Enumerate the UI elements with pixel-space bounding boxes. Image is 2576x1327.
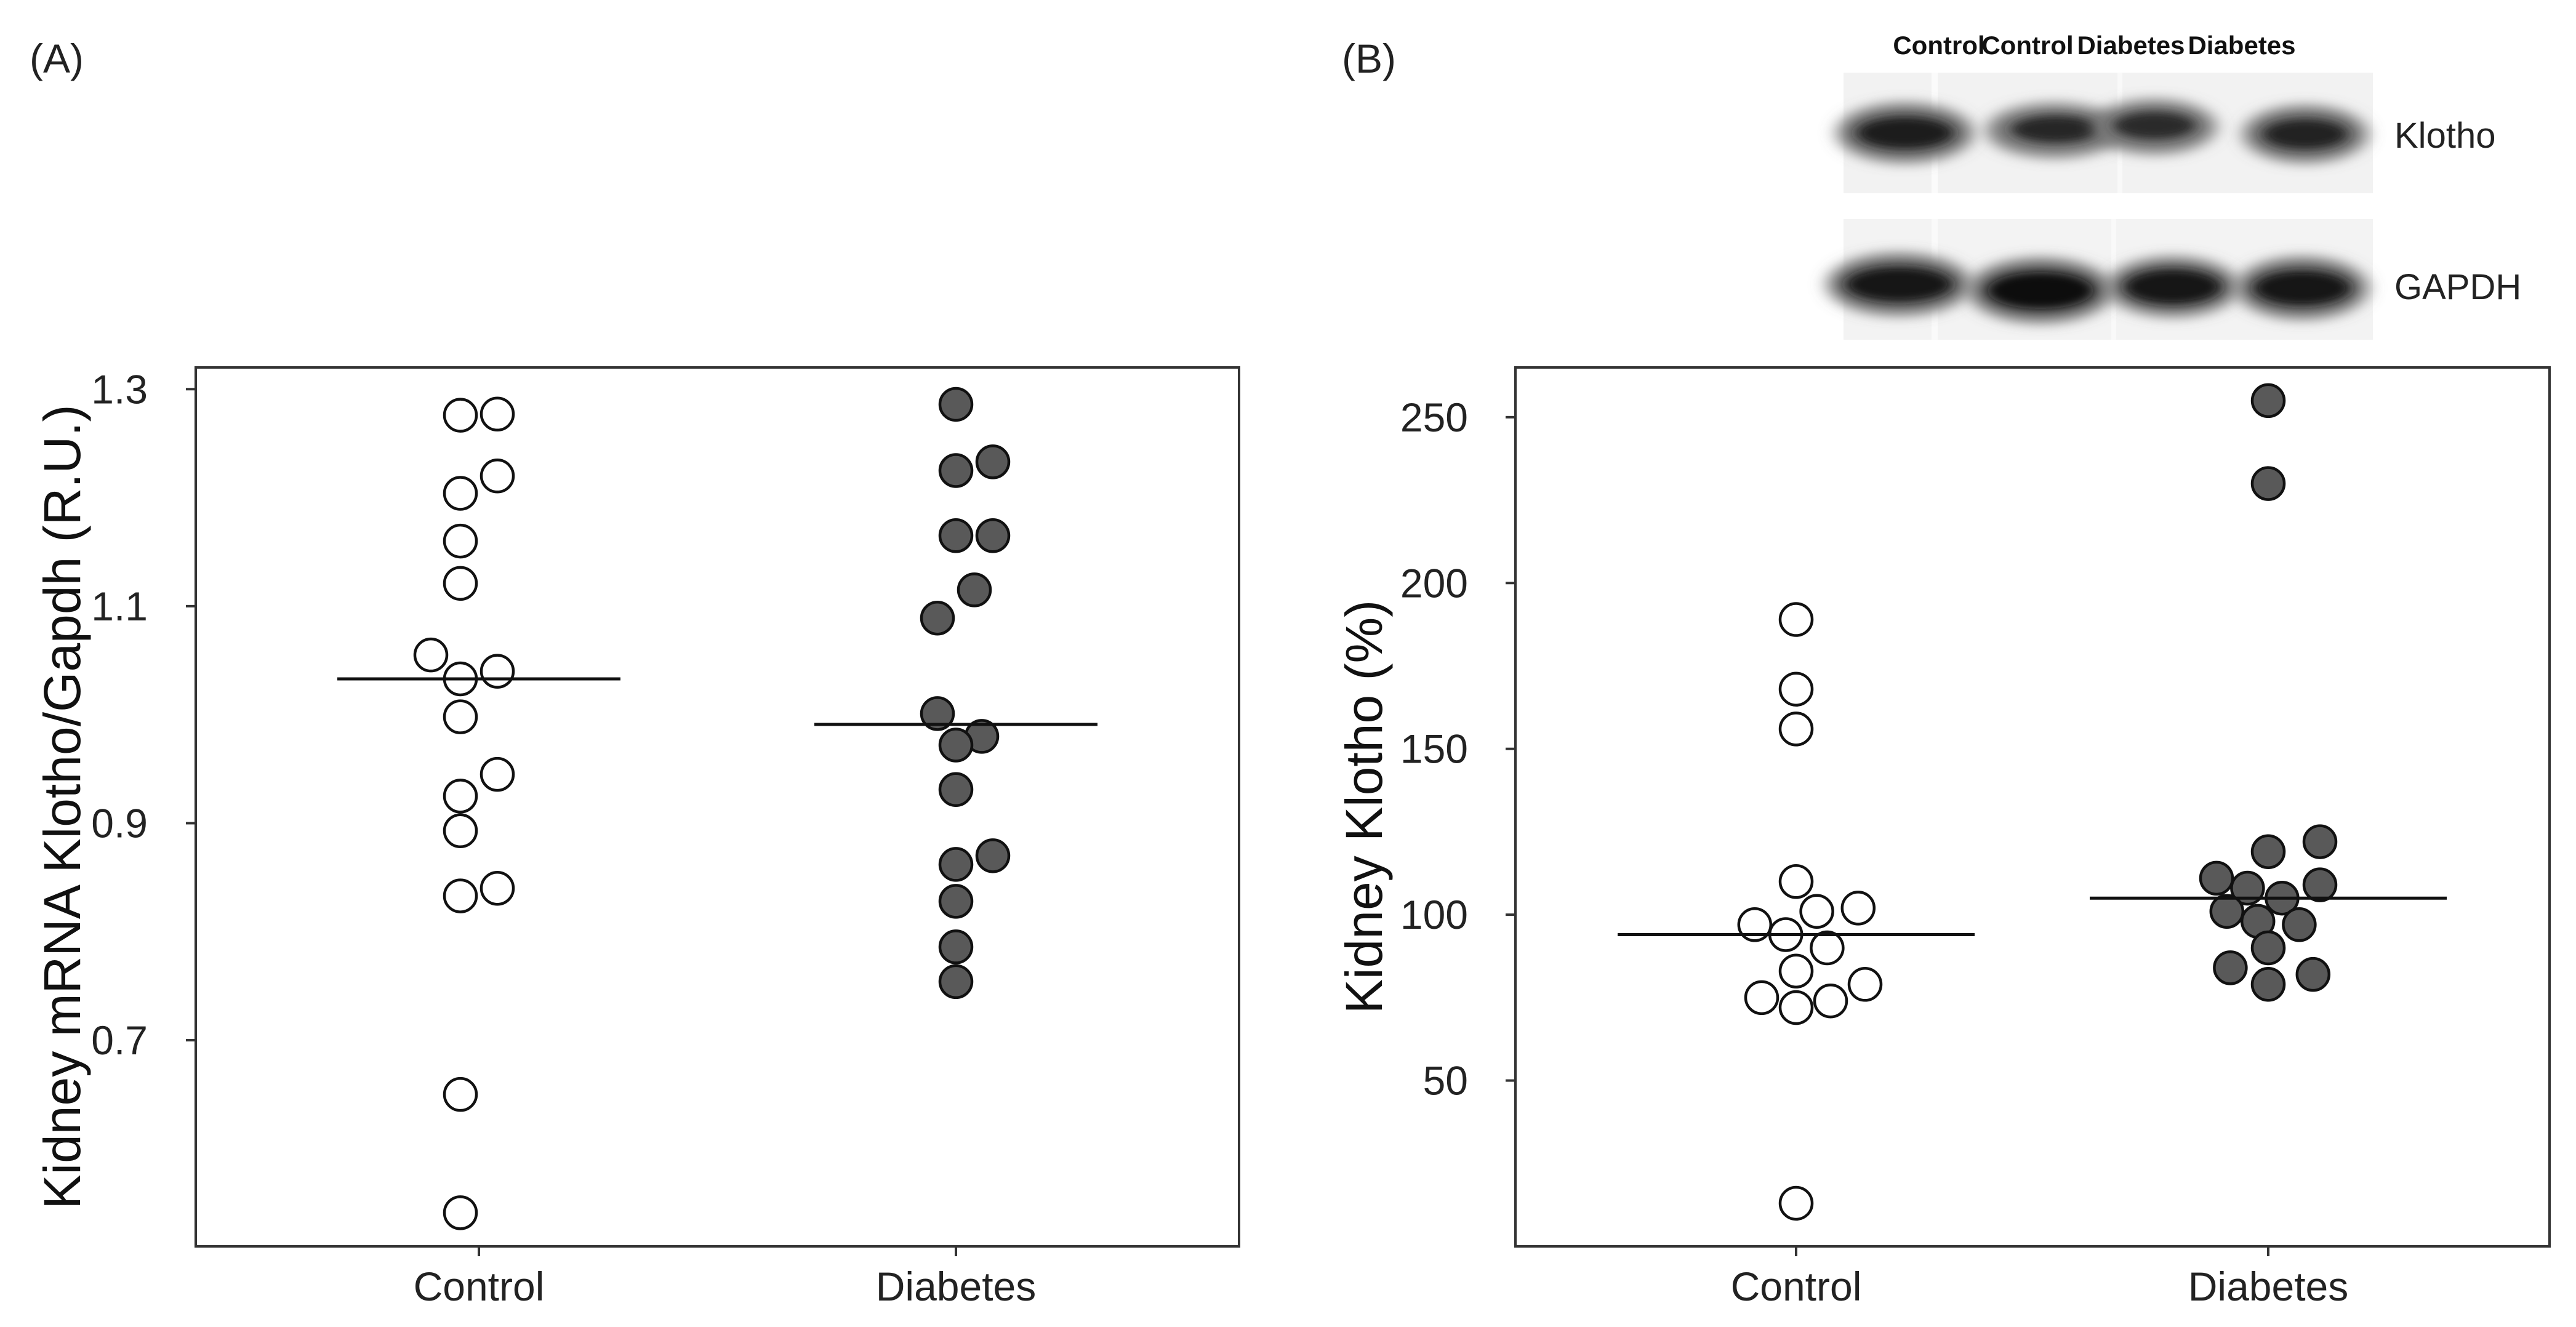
control-data-point xyxy=(1778,602,1814,637)
control-data-point xyxy=(1778,953,1814,988)
control-data-point xyxy=(443,476,478,511)
y-axis-label: Kidney mRNA Klotho/Gapdh (R.U.) xyxy=(33,404,91,1209)
control-data-point xyxy=(1813,983,1848,1019)
y-tick-label: 1.1 xyxy=(91,583,148,629)
control-data-point xyxy=(1840,891,1876,926)
diabetes-data-point xyxy=(2230,870,2265,906)
blot-strip-gapdh xyxy=(1828,219,2373,340)
y-tick-label: 0.7 xyxy=(91,1017,148,1063)
y-axis-label: Kidney Klotho (%) xyxy=(1335,600,1393,1014)
control-data-point xyxy=(1778,672,1814,707)
blot-lane-label: Diabetes xyxy=(2188,31,2295,60)
control-data-point xyxy=(443,1076,478,1112)
control-data-point xyxy=(443,813,478,849)
diabetes-data-point xyxy=(2250,834,2286,869)
x-tick-label-diabetes: Diabetes xyxy=(876,1264,1037,1309)
panel-b-chart: 50 100 150 200 250 Control Diabetes Kidney K… xyxy=(1335,366,2551,1309)
blot-band-label-klotho: Klotho xyxy=(2394,116,2495,156)
control-data-point xyxy=(479,459,515,494)
blot-band-label-gapdh: GAPDH xyxy=(2394,267,2521,307)
diabetes-data-point xyxy=(2250,383,2286,419)
diabetes-data-point xyxy=(2250,930,2286,966)
diabetes-data-point xyxy=(975,838,1011,873)
blot-strip-klotho xyxy=(1837,73,2373,193)
diabetes-data-point xyxy=(938,387,974,422)
control-data-point xyxy=(1810,930,1845,966)
diabetes-data-point xyxy=(938,964,974,1000)
control-data-point xyxy=(479,654,515,689)
diabetes-data-point xyxy=(938,929,974,964)
diabetes-data-point xyxy=(2302,824,2338,859)
diabetes-data-point xyxy=(2250,466,2286,501)
control-data-point xyxy=(1778,990,1814,1025)
control-data-point xyxy=(479,396,515,432)
western-blot: Control Control Diabetes Diabetes Klotho xyxy=(1828,31,2521,340)
control-data-point xyxy=(443,1195,478,1230)
y-tick-label: 50 xyxy=(1423,1058,1468,1104)
diabetes-data-point xyxy=(938,884,974,919)
control-data-point xyxy=(1847,967,1883,1002)
control-data-point xyxy=(443,398,478,433)
control-data-point xyxy=(443,779,478,814)
plot-frame xyxy=(1514,366,2551,1248)
control-data-point xyxy=(1778,864,1814,899)
control-data-point xyxy=(479,870,515,906)
diabetes-data-point xyxy=(938,453,974,488)
panel-label-a: (A) xyxy=(30,36,84,81)
blot-lane-label: Control xyxy=(1981,31,2073,60)
diabetes-data-point xyxy=(975,444,1011,479)
diabetes-data-point xyxy=(2213,950,2248,985)
y-tick-label: 150 xyxy=(1400,726,1468,772)
blot-lane-label: Diabetes xyxy=(2077,31,2185,60)
control-data-point xyxy=(443,878,478,913)
diabetes-data-point xyxy=(2282,907,2317,942)
control-data-point xyxy=(443,523,478,559)
control-data-point xyxy=(443,699,478,734)
diabetes-data-point xyxy=(920,696,955,731)
diabetes-data-point xyxy=(938,518,974,553)
control-data-point xyxy=(479,756,515,792)
control-data-point xyxy=(1744,980,1780,1016)
control-data-point xyxy=(413,637,449,673)
diabetes-data-point xyxy=(975,518,1011,553)
x-tick-label-control: Control xyxy=(414,1264,545,1309)
control-data-point xyxy=(1778,712,1814,747)
diabetes-data-point xyxy=(2199,860,2234,896)
y-tick-label: 0.9 xyxy=(91,800,148,846)
y-tick-label: 1.3 xyxy=(91,366,148,412)
diabetes-data-point xyxy=(2295,956,2331,992)
diabetes-data-point xyxy=(2209,894,2245,929)
diabetes-data-point xyxy=(957,572,992,607)
x-tick-label-control: Control xyxy=(1731,1264,1862,1309)
panel-a-chart: 0.7 0.9 1.1 1.3 Control Diabetes Kidney mRN… xyxy=(33,366,1240,1309)
y-tick-label: 200 xyxy=(1400,560,1468,606)
diabetes-data-point xyxy=(920,600,955,636)
control-data-point xyxy=(1737,907,1773,942)
diabetes-data-point xyxy=(2250,967,2286,1002)
control-data-point xyxy=(1778,1185,1814,1221)
y-tick-label: 100 xyxy=(1400,892,1468,937)
diabetes-data-point xyxy=(938,772,974,808)
diabetes-data-point xyxy=(2302,867,2338,902)
plot-frame xyxy=(195,366,1240,1248)
x-tick-label-diabetes: Diabetes xyxy=(2188,1264,2349,1309)
control-data-point xyxy=(1799,894,1834,929)
y-tick-label: 250 xyxy=(1400,395,1468,440)
diabetes-data-point xyxy=(938,847,974,882)
panel-label-b: (B) xyxy=(1342,36,1396,81)
diabetes-data-point xyxy=(938,728,974,763)
control-data-point xyxy=(443,566,478,601)
blot-lane-label: Control xyxy=(1893,31,1984,60)
